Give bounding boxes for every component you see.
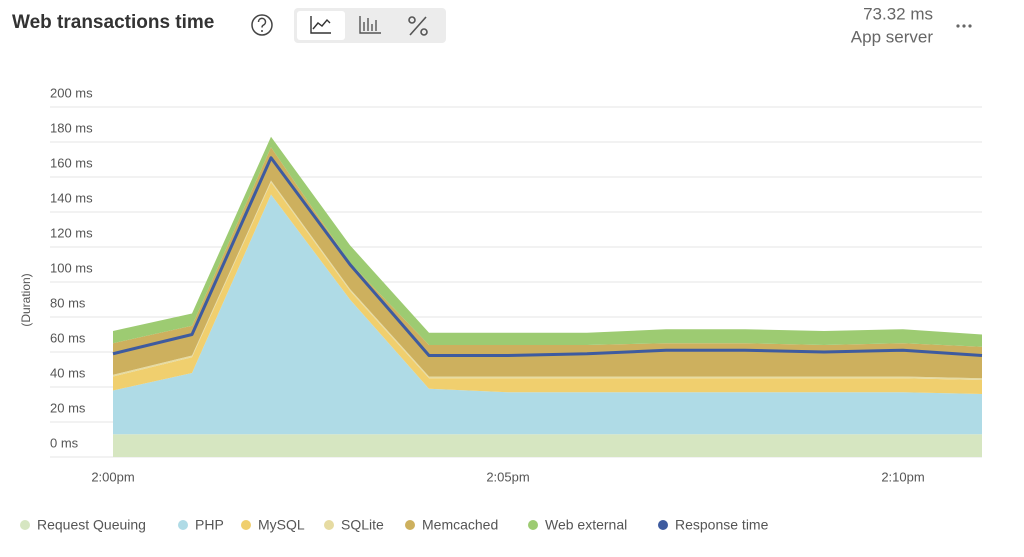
- legend-swatch: [658, 520, 668, 530]
- legend-swatch: [528, 520, 538, 530]
- legend-label: Response time: [675, 517, 769, 533]
- y-tick-label: 80 ms: [50, 295, 86, 310]
- y-tick-label: 40 ms: [50, 365, 86, 380]
- area: [113, 147, 982, 379]
- y-tick-label: 100 ms: [50, 260, 93, 275]
- legend-label: Memcached: [422, 517, 498, 533]
- legend-swatch: [324, 520, 334, 530]
- legend-label: MySQL: [258, 517, 305, 533]
- y-tick-label: 160 ms: [50, 155, 93, 170]
- line-chart-icon: [310, 16, 331, 34]
- bar-chart-button[interactable]: [359, 16, 381, 34]
- area: [113, 434, 982, 457]
- summary-value: 73.32 ms: [863, 4, 933, 23]
- legend-label: SQLite: [341, 517, 384, 533]
- more-menu[interactable]: [956, 24, 972, 28]
- area: [113, 194, 982, 435]
- chart-title: Web transactions time: [12, 12, 214, 33]
- legend-label: Request Queuing: [37, 517, 146, 533]
- legend-swatch: [20, 520, 30, 530]
- y-tick-label: 120 ms: [50, 225, 93, 240]
- y-axis-label: (Duration): [19, 273, 33, 326]
- legend-swatch: [178, 520, 188, 530]
- y-tick-label: 140 ms: [50, 190, 93, 205]
- y-tick-label: 200 ms: [50, 85, 93, 100]
- legend-swatch: [241, 520, 251, 530]
- legend-label: Web external: [545, 517, 627, 533]
- y-tick-label: 20 ms: [50, 400, 86, 415]
- help-icon[interactable]: [251, 14, 273, 36]
- y-tick-label: 60 ms: [50, 330, 86, 345]
- line: [112, 156, 983, 357]
- summary-caption: App server: [851, 27, 934, 46]
- y-tick-label: 180 ms: [50, 120, 93, 135]
- x-tick-label: 2:00pm: [91, 469, 134, 484]
- x-tick-label: 2:10pm: [881, 469, 924, 484]
- y-tick-label: 0 ms: [50, 435, 79, 450]
- legend-label: PHP: [195, 517, 224, 533]
- legend-swatch: [405, 520, 415, 530]
- x-tick-label: 2:05pm: [486, 469, 529, 484]
- percent-button[interactable]: [408, 16, 428, 36]
